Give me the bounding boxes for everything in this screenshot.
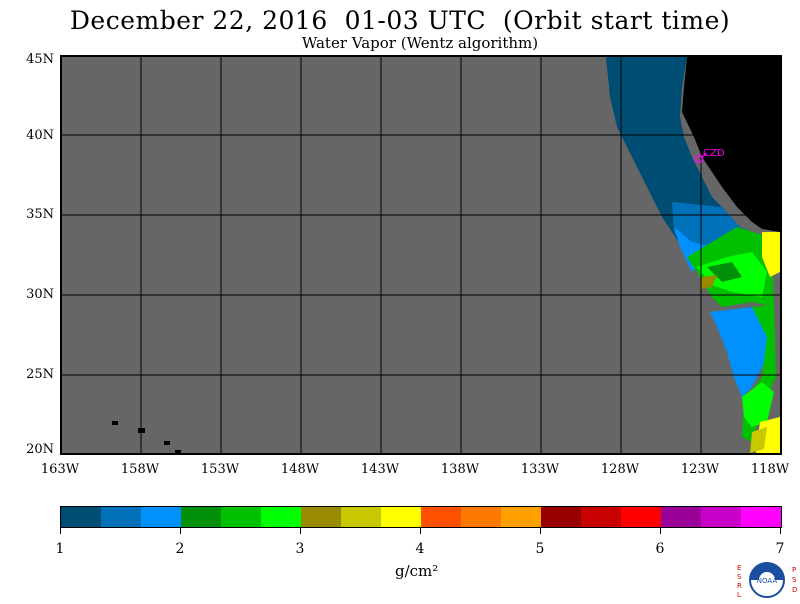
logo-letter-r: R xyxy=(737,582,742,590)
noaa-logo: E S R L NOAA P S D xyxy=(735,560,799,600)
colorbar xyxy=(60,506,782,528)
colorbar-label-7: 7 xyxy=(775,541,785,557)
colorbar-swatch-17 xyxy=(741,507,781,527)
colorbar-swatch-10 xyxy=(461,507,501,527)
lon-label-133w: 133W xyxy=(520,462,560,477)
colorbar-swatch-13 xyxy=(581,507,621,527)
lon-label-128w: 128W xyxy=(600,462,640,477)
logo-letter-s2: S xyxy=(792,576,797,584)
colorbar-label-6: 6 xyxy=(655,541,665,557)
colorbar-swatch-9 xyxy=(421,507,461,527)
colorbar-label-1: 1 xyxy=(55,541,65,557)
water-vapor-band-dark-green xyxy=(707,262,742,282)
colorbar-label-4: 4 xyxy=(415,541,425,557)
colorbar-label-3: 3 xyxy=(295,541,305,557)
hawaii-island-4 xyxy=(175,450,181,453)
station-marker xyxy=(694,154,704,164)
logo-letter-s: S xyxy=(737,573,742,581)
colorbar-swatch-5 xyxy=(261,507,301,527)
colorbar-swatch-11 xyxy=(501,507,541,527)
colorbar-swatch-16 xyxy=(701,507,741,527)
lon-label-143w: 143W xyxy=(360,462,400,477)
lat-label-25n: 25N xyxy=(26,367,54,382)
water-vapor-band-yellow xyxy=(762,232,780,277)
lon-label-118w: 118W xyxy=(750,462,790,477)
logo-letter-e: E xyxy=(737,564,741,572)
colorbar-swatch-8 xyxy=(381,507,421,527)
graticule xyxy=(62,57,780,453)
water-vapor-band-low xyxy=(606,57,740,247)
lat-label-40n: 40N xyxy=(26,128,54,143)
colorbar-swatch-2 xyxy=(141,507,181,527)
water-vapor-band-olive-south xyxy=(750,427,767,453)
colorbar-swatch-0 xyxy=(61,507,101,527)
hawaii-island-3 xyxy=(164,441,170,445)
water-vapor-band-lower-bright-green xyxy=(742,382,774,427)
lon-label-148w: 148W xyxy=(280,462,320,477)
colorbar-label-2: 2 xyxy=(175,541,185,557)
colorbar-swatch-7 xyxy=(341,507,381,527)
colorbar-swatch-14 xyxy=(621,507,661,527)
lon-label-153w: 153W xyxy=(200,462,240,477)
water-vapor-map: CZD xyxy=(60,55,782,455)
lon-label-158w: 158W xyxy=(120,462,160,477)
colorbar-swatch-3 xyxy=(181,507,221,527)
station-label: CZD xyxy=(703,148,725,159)
logo-letter-p: P xyxy=(792,566,796,574)
colorbar-unit: g/cm² xyxy=(395,562,439,580)
lon-label-138w: 138W xyxy=(440,462,480,477)
land-mass xyxy=(682,57,780,232)
colorbar-swatch-12 xyxy=(541,507,581,527)
logo-letter-l: L xyxy=(737,591,741,599)
lon-label-163w: 163W xyxy=(40,462,80,477)
map-canvas: CZD xyxy=(62,57,780,453)
water-vapor-band-olive xyxy=(700,275,717,289)
colorbar-swatch-15 xyxy=(661,507,701,527)
lat-label-35n: 35N xyxy=(26,207,54,222)
lon-label-123w: 123W xyxy=(680,462,720,477)
map-subtitle: Water Vapor (Wentz algorithm) xyxy=(301,34,539,52)
lat-label-30n: 30N xyxy=(26,287,54,302)
colorbar-swatch-1 xyxy=(101,507,141,527)
logo-center-text: NOAA xyxy=(757,577,778,585)
colorbar-label-5: 5 xyxy=(535,541,545,557)
hawaii-island-1 xyxy=(112,421,118,425)
colorbar-swatch-4 xyxy=(221,507,261,527)
logo-letter-d: D xyxy=(792,586,797,594)
map-title: December 22, 2016 01-03 UTC (Orbit start… xyxy=(69,6,731,35)
lat-label-45n: 45N xyxy=(26,52,54,67)
colorbar-swatch-6 xyxy=(301,507,341,527)
lat-label-20n: 20N xyxy=(26,442,54,457)
